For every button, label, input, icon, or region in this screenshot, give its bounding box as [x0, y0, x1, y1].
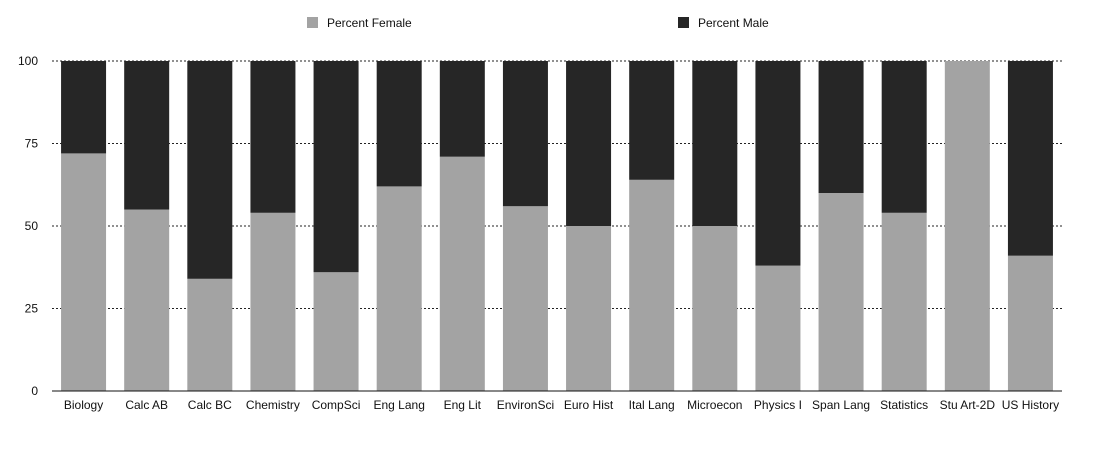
- legend-swatch-1: [678, 17, 689, 28]
- bar-male-13: [881, 61, 927, 213]
- bar-male-12: [818, 61, 864, 193]
- legend-swatch-0: [307, 17, 318, 28]
- bar-male-11: [755, 61, 801, 266]
- bar-female-11: [755, 265, 801, 391]
- y-tick-label-75: 75: [25, 137, 39, 151]
- bar-male-5: [376, 61, 422, 187]
- y-tick-label-50: 50: [25, 219, 39, 233]
- x-tick-label-10: Microecon: [687, 398, 742, 412]
- x-tick-label-4: CompSci: [312, 398, 361, 412]
- legend: Percent Female Percent Male: [307, 16, 769, 30]
- bar-female-8: [566, 226, 612, 391]
- bar-female-5: [376, 186, 422, 391]
- bar-female-3: [250, 212, 296, 391]
- bar-male-8: [566, 61, 612, 226]
- x-tick-label-8: Euro Hist: [564, 398, 614, 412]
- bar-female-2: [187, 278, 233, 391]
- y-tick-label-0: 0: [31, 384, 38, 398]
- x-tick-label-6: Eng Lit: [444, 398, 482, 412]
- x-tick-label-14: Stu Art-2D: [940, 398, 996, 412]
- bar-female-12: [818, 193, 864, 391]
- x-tick-label-15: US History: [1002, 398, 1059, 412]
- x-tick-label-11: Physics I: [754, 398, 802, 412]
- bar-female-0: [61, 153, 107, 391]
- bar-female-1: [124, 209, 170, 391]
- bar-male-10: [692, 61, 738, 226]
- x-tick-label-0: Biology: [64, 398, 103, 412]
- x-tick-label-13: Statistics: [880, 398, 928, 412]
- bar-male-6: [439, 61, 485, 157]
- legend-label-0: Percent Female: [327, 16, 412, 30]
- bar-male-3: [250, 61, 296, 213]
- x-tick-label-1: Calc AB: [125, 398, 168, 412]
- x-tick-labels: Biology Calc AB Calc BC Chemistry CompSci Eng…: [64, 398, 1059, 412]
- bar-male-4: [313, 61, 359, 273]
- y-tick-label-100: 100: [18, 54, 38, 68]
- bars: [61, 61, 1053, 391]
- bar-male-1: [124, 61, 170, 210]
- bar-female-14: [944, 61, 990, 391]
- legend-label-1: Percent Male: [698, 16, 769, 30]
- bar-male-9: [629, 61, 675, 180]
- y-tick-labels: 0 25 50 75 100: [18, 54, 38, 398]
- bar-female-6: [439, 156, 485, 391]
- bar-female-9: [629, 179, 675, 391]
- x-tick-label-9: Ital Lang: [629, 398, 675, 412]
- x-tick-label-5: Eng Lang: [373, 398, 424, 412]
- bar-male-2: [187, 61, 233, 279]
- bar-female-7: [502, 206, 548, 391]
- bar-female-15: [1007, 255, 1053, 391]
- bar-female-13: [881, 212, 927, 391]
- x-tick-label-3: Chemistry: [246, 398, 300, 412]
- bar-female-4: [313, 272, 359, 391]
- x-tick-label-2: Calc BC: [188, 398, 232, 412]
- bar-female-10: [692, 226, 738, 391]
- x-tick-label-12: Span Lang: [812, 398, 870, 412]
- bar-male-0: [61, 61, 107, 154]
- bar-male-15: [1007, 61, 1053, 256]
- y-tick-label-25: 25: [25, 302, 39, 316]
- bar-male-7: [502, 61, 548, 207]
- x-tick-label-7: EnvironSci: [497, 398, 554, 412]
